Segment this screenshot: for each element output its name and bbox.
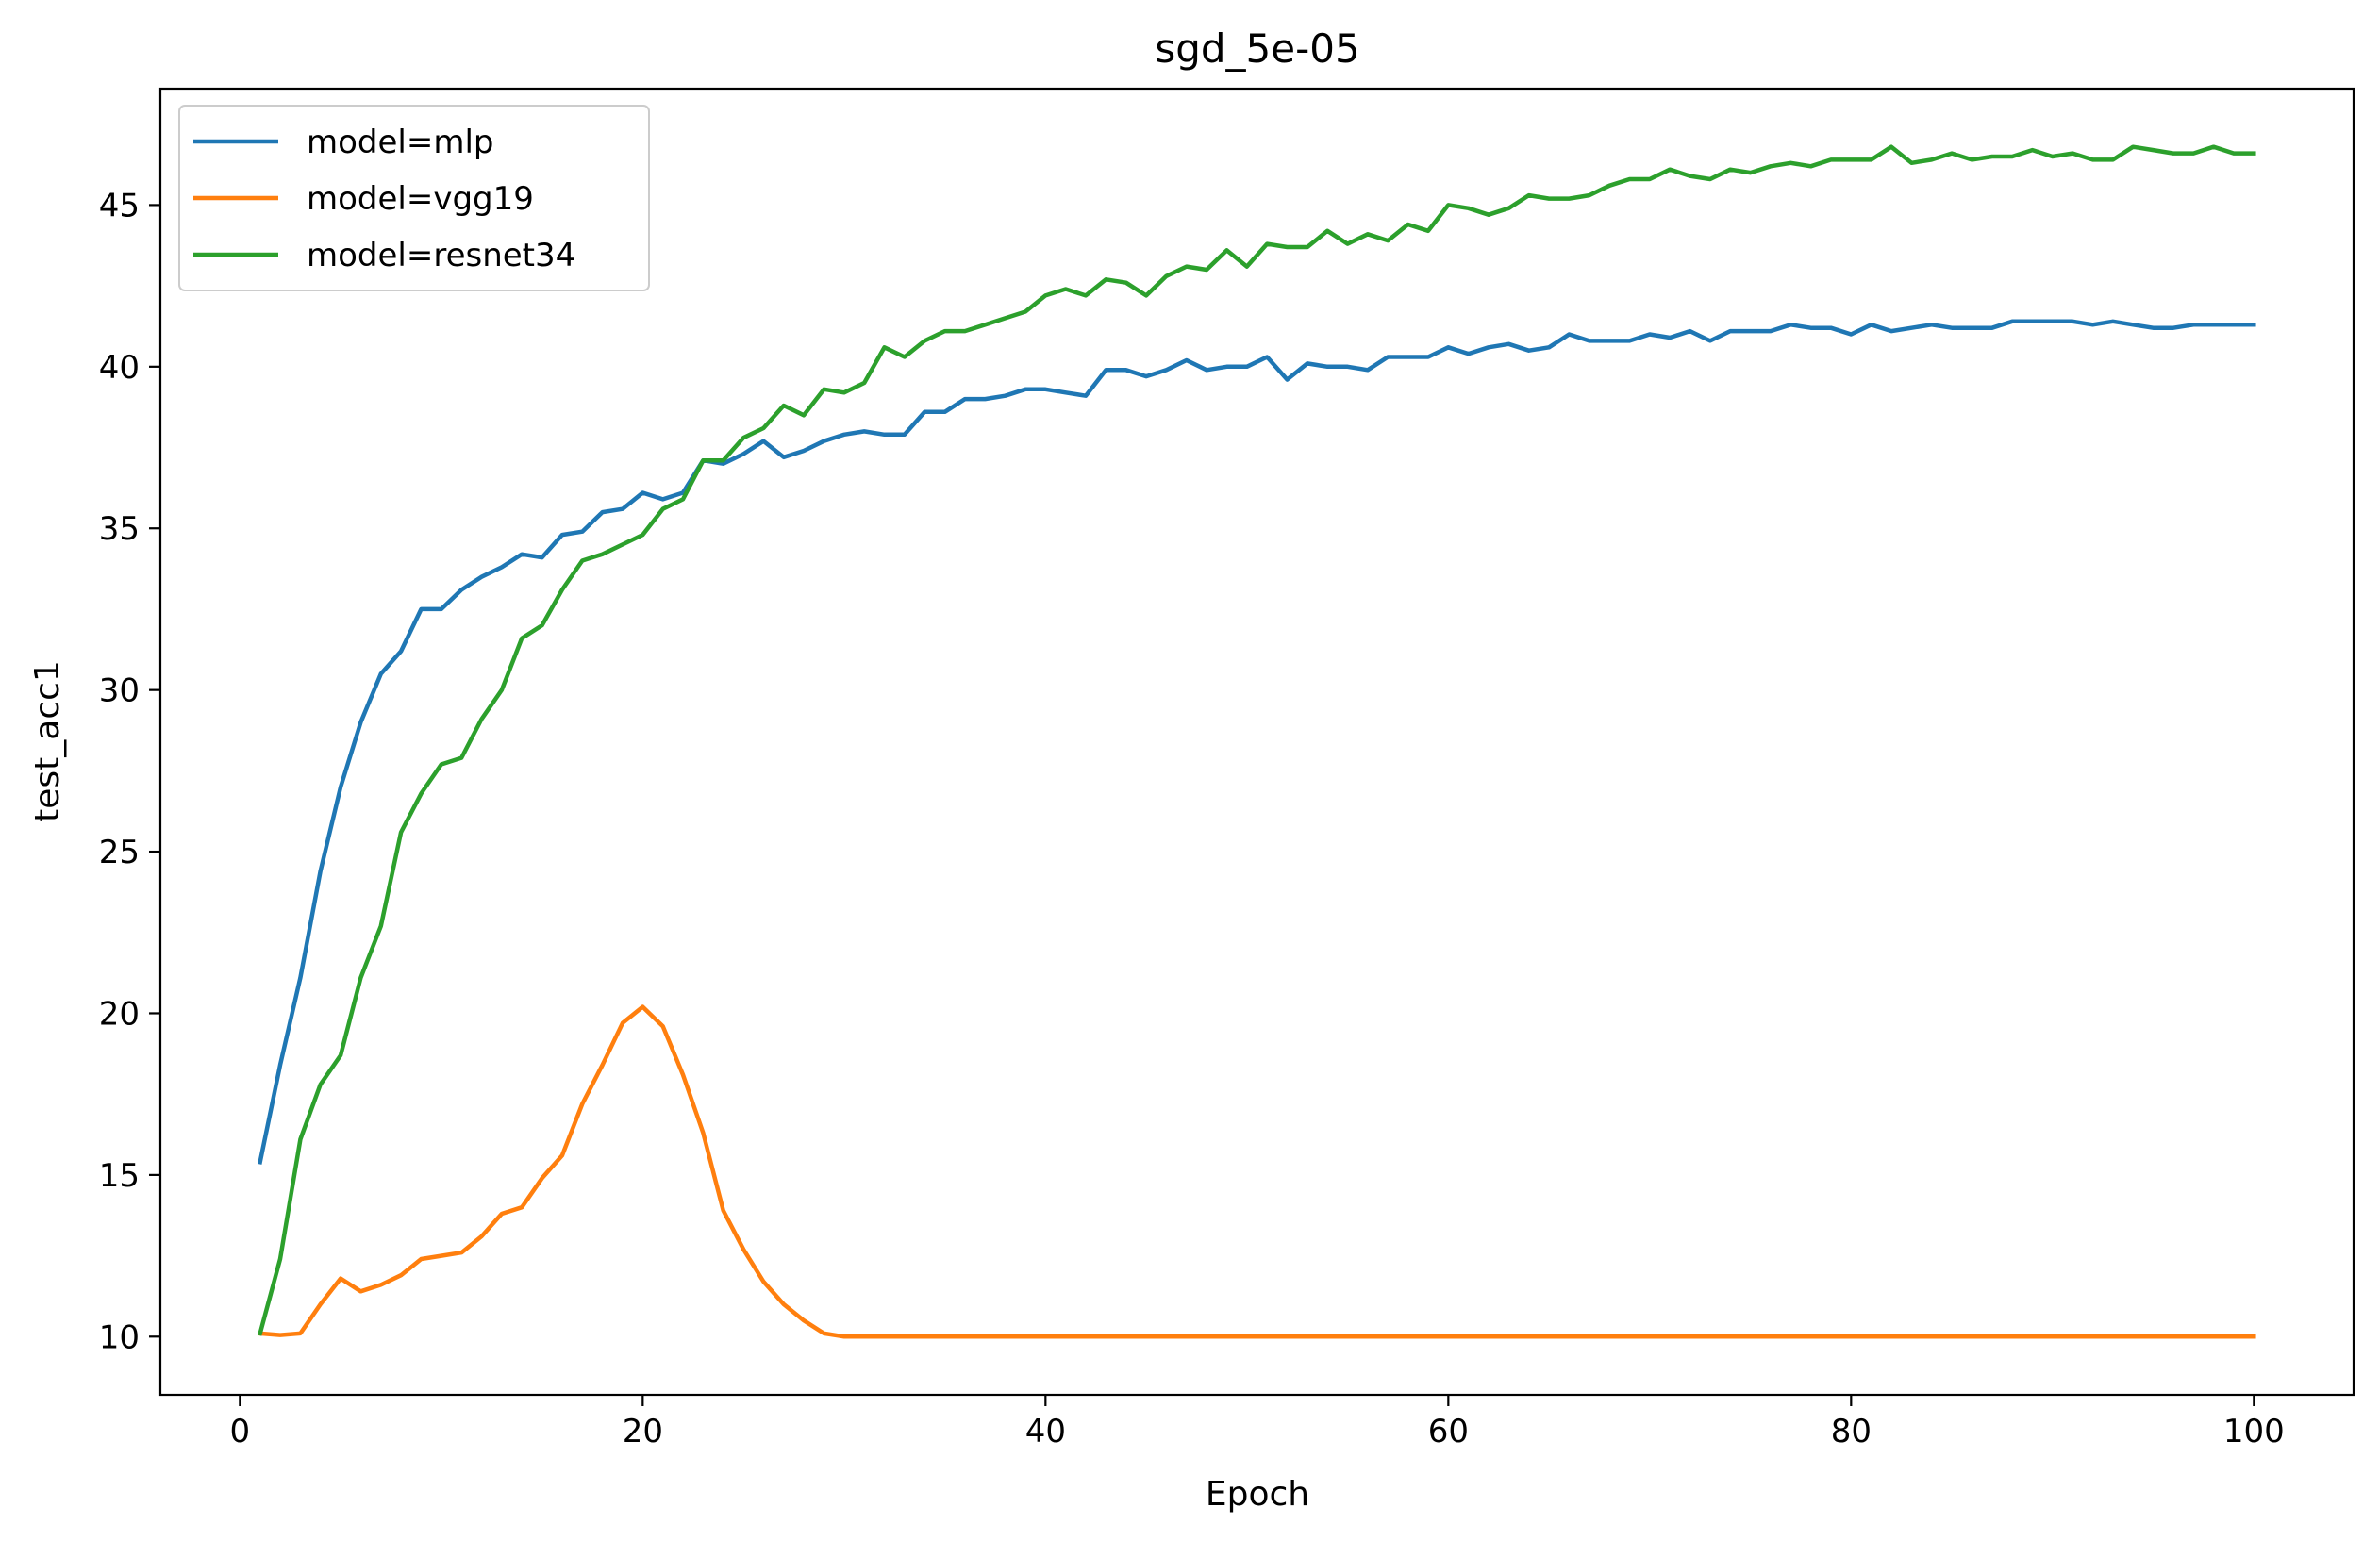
y-tick-label-5: 35: [99, 510, 140, 548]
x-tick-label-1: 20: [623, 1413, 663, 1450]
x-tick-label-3: 60: [1428, 1413, 1469, 1450]
legend-label-2: model=resnet34: [307, 237, 575, 274]
y-tick-label-0: 10: [99, 1318, 140, 1356]
legend-box: [178, 105, 650, 291]
chart-title: sgd_5e-05: [1155, 25, 1359, 72]
series-line-2: [257, 144, 2256, 1336]
y-tick-label-7: 45: [99, 187, 140, 224]
y-tick-label-4: 30: [99, 672, 140, 710]
y-tick-label-1: 15: [99, 1157, 140, 1195]
legend-label-0: model=mlp: [307, 124, 494, 161]
x-tick-label-0: 0: [230, 1413, 251, 1450]
series-line-1: [258, 1004, 2256, 1339]
x-tick-label-4: 80: [1831, 1413, 1872, 1450]
series-line-0: [258, 319, 2256, 1165]
plot-frame: [158, 87, 2355, 1397]
x-axis-label: Epoch: [1206, 1475, 1309, 1514]
x-axis: 0 20 40 60 80 100: [230, 1395, 2285, 1450]
y-tick-label-2: 20: [99, 995, 140, 1033]
x-tick-label-2: 40: [1025, 1413, 1066, 1450]
y-tick-label-6: 40: [99, 349, 140, 387]
x-tick-label-5: 100: [2223, 1413, 2285, 1450]
legend-label-1: model=vgg19: [307, 180, 534, 218]
y-tick-label-3: 25: [99, 834, 140, 871]
y-axis: 10 15 20 25 30 35 40 45: [99, 187, 160, 1356]
legend: model=mlp model=vgg19 model=resnet34: [178, 105, 650, 291]
y-axis-label: test_acc1: [28, 660, 67, 822]
plot-area: [257, 144, 2256, 1339]
